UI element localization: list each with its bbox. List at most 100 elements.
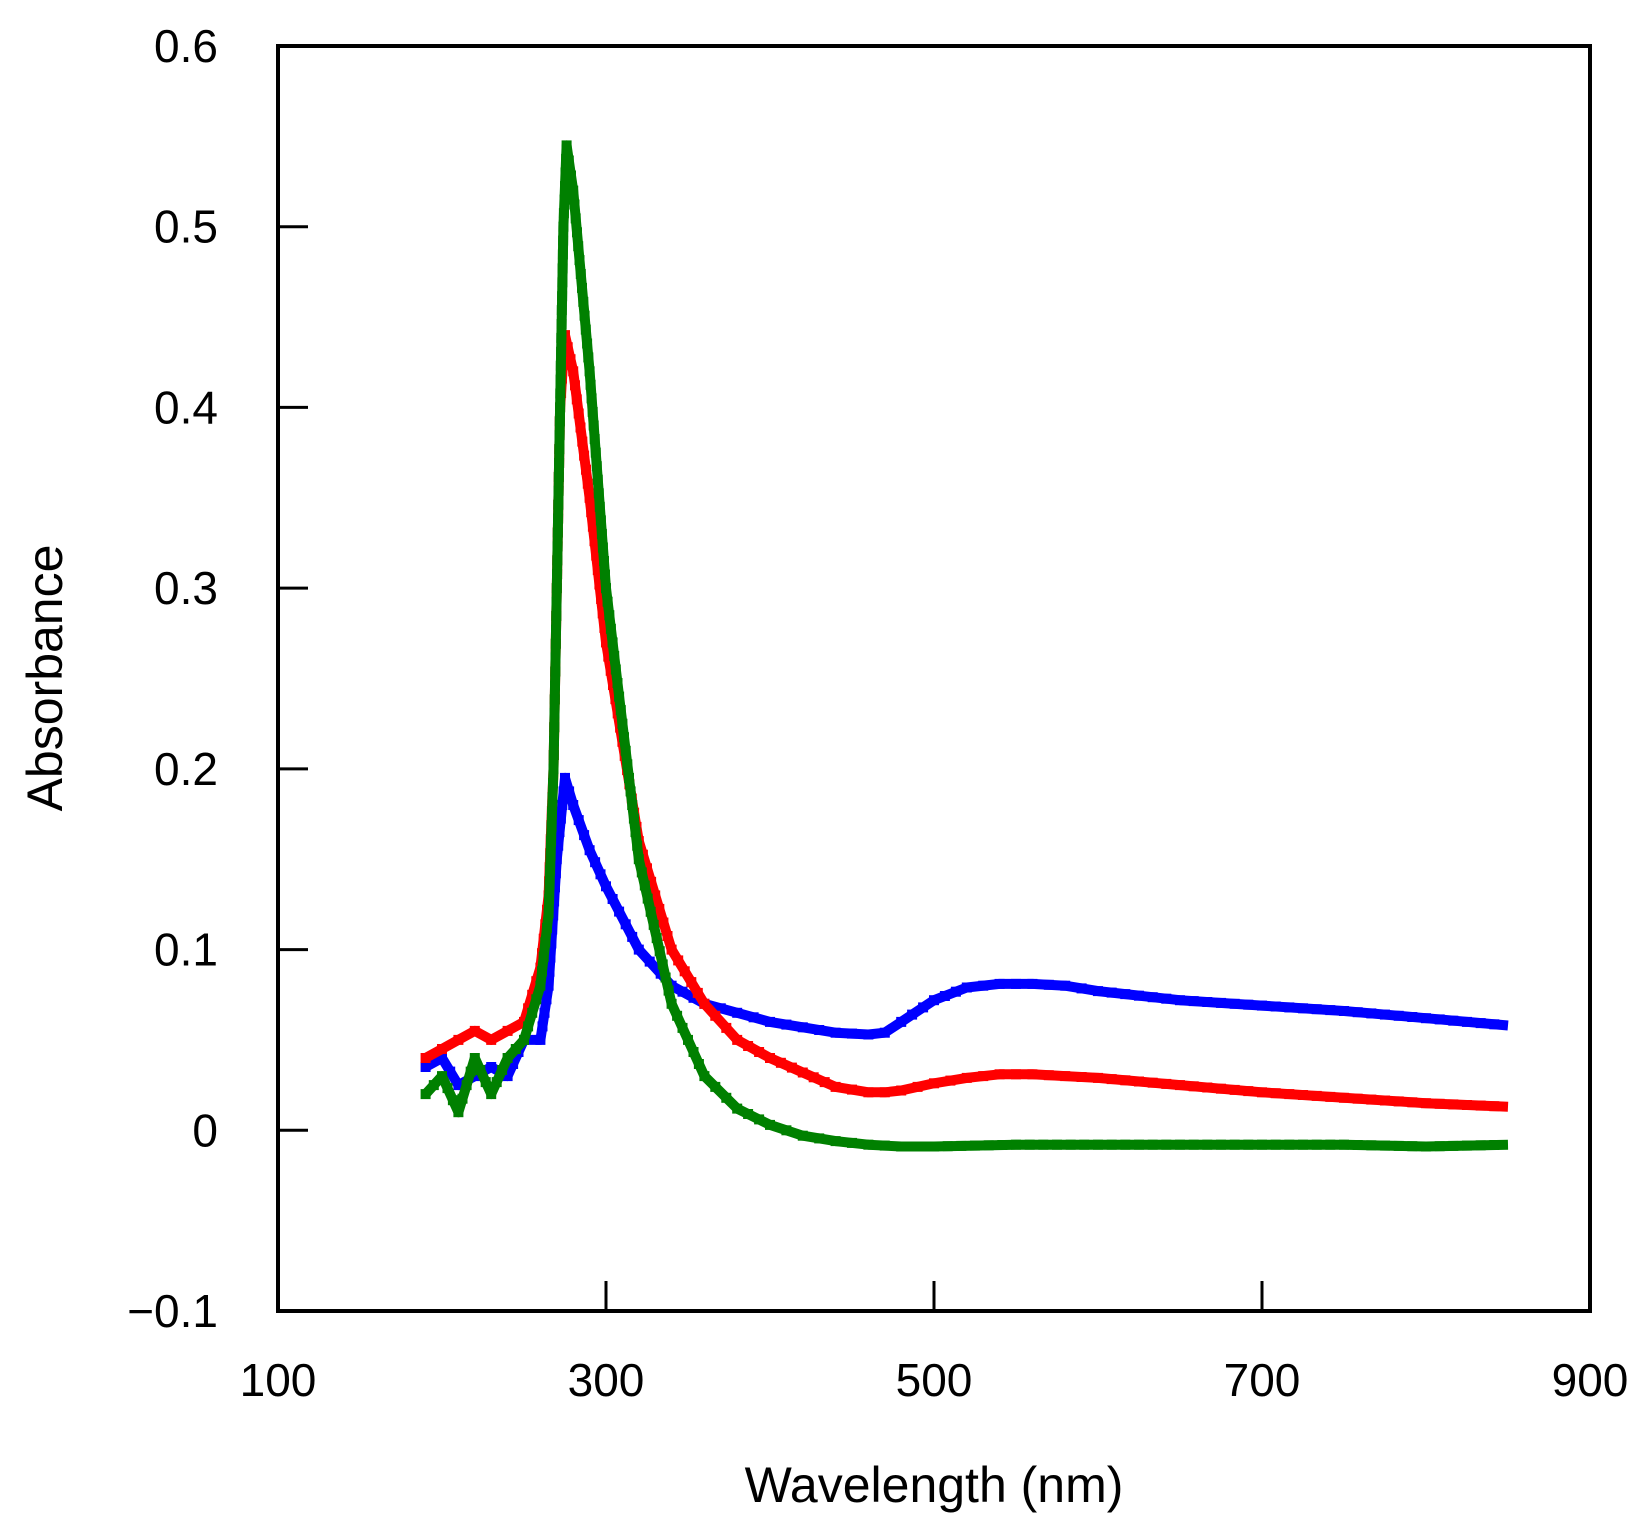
data-point: [625, 786, 636, 797]
data-point: [743, 1041, 754, 1051]
data-point: [590, 857, 601, 868]
data-point: [1093, 986, 1103, 997]
data-point: [550, 680, 560, 691]
data-point: [556, 319, 567, 329]
data-point: [1076, 1072, 1087, 1082]
data-point: [587, 521, 598, 532]
data-point: [584, 845, 595, 856]
data-point: [550, 638, 561, 649]
data-point: [469, 1025, 480, 1036]
data-point: [545, 865, 556, 876]
data-point: [559, 194, 570, 205]
data-point: [545, 952, 556, 963]
data-point: [585, 379, 596, 390]
data-point: [1284, 1139, 1295, 1150]
data-point: [830, 1136, 841, 1147]
data-point: [1175, 1080, 1185, 1091]
data-point: [1161, 1078, 1172, 1089]
data-point: [693, 1059, 704, 1069]
data-point: [1393, 1096, 1404, 1107]
data-point: [556, 346, 567, 357]
data-point: [1106, 1139, 1117, 1150]
y-tick-label: 0.2: [154, 743, 218, 795]
data-point: [605, 665, 616, 676]
data-point: [978, 1071, 989, 1082]
data-point: [554, 444, 565, 455]
data-point: [531, 994, 542, 1005]
data-point: [983, 1140, 994, 1151]
data-point: [929, 995, 939, 1006]
data-point: [582, 478, 593, 489]
data-point: [594, 501, 605, 512]
data-point: [997, 1140, 1008, 1150]
data-point: [978, 980, 989, 991]
data-point: [519, 1034, 529, 1045]
data-point: [447, 1095, 458, 1106]
data-point: [1134, 1076, 1144, 1087]
data-point: [628, 813, 639, 824]
data-point: [555, 360, 566, 371]
data-point: [642, 893, 653, 904]
data-point: [1257, 1000, 1267, 1011]
data-point: [557, 291, 568, 302]
data-point: [1011, 1069, 1021, 1080]
data-point: [1076, 983, 1087, 994]
data-point: [970, 1140, 980, 1151]
data-point: [486, 1062, 497, 1072]
data-point: [1027, 978, 1038, 989]
data-point: [599, 556, 609, 566]
data-point: [543, 980, 554, 991]
data-point: [732, 1103, 743, 1114]
data-point: [595, 515, 606, 526]
data-point: [620, 919, 631, 930]
data-point: [1462, 1016, 1472, 1027]
data-point: [589, 536, 600, 547]
data-point: [457, 1093, 468, 1104]
data-point: [486, 1034, 497, 1045]
data-point: [575, 269, 586, 279]
data-point: [814, 1025, 825, 1035]
data-point: [420, 1053, 431, 1063]
data-point: [594, 579, 605, 590]
data-point: [797, 1130, 808, 1141]
data-point: [1011, 978, 1021, 989]
data-point: [565, 354, 576, 365]
data-point: [1352, 1140, 1363, 1150]
data-point: [721, 1092, 732, 1103]
data-point: [797, 1067, 808, 1078]
data-point: [442, 1083, 453, 1094]
data-point: [607, 637, 618, 648]
data-point: [1229, 998, 1240, 1009]
data-point: [929, 1078, 939, 1089]
data-point: [568, 800, 579, 810]
data-point: [765, 1016, 775, 1027]
data-point: [573, 815, 584, 826]
data-point: [847, 1084, 857, 1095]
data-point: [578, 296, 589, 307]
data-point: [553, 471, 564, 482]
data-point: [1060, 980, 1071, 991]
data-point: [549, 708, 560, 719]
data-point: [599, 622, 610, 633]
data-point: [555, 374, 566, 385]
data-point: [558, 221, 569, 232]
data-point: [553, 840, 564, 851]
data-point: [556, 332, 567, 343]
data-point: [593, 488, 604, 499]
data-point: [672, 1010, 683, 1021]
data-point: [961, 982, 972, 993]
data-point: [847, 1137, 857, 1148]
data-point: [469, 1053, 480, 1063]
data-point: [677, 986, 688, 997]
data-point: [465, 1066, 476, 1077]
data-point: [639, 880, 650, 891]
data-point: [579, 310, 590, 321]
data-point: [645, 906, 656, 917]
data-point: [1475, 1140, 1486, 1151]
y-tick-label: 0.1: [154, 924, 218, 976]
data-point: [544, 894, 555, 904]
data-point: [677, 1022, 688, 1033]
data-point: [642, 863, 652, 874]
data-point: [1311, 1090, 1322, 1101]
data-point: [1448, 1015, 1459, 1026]
